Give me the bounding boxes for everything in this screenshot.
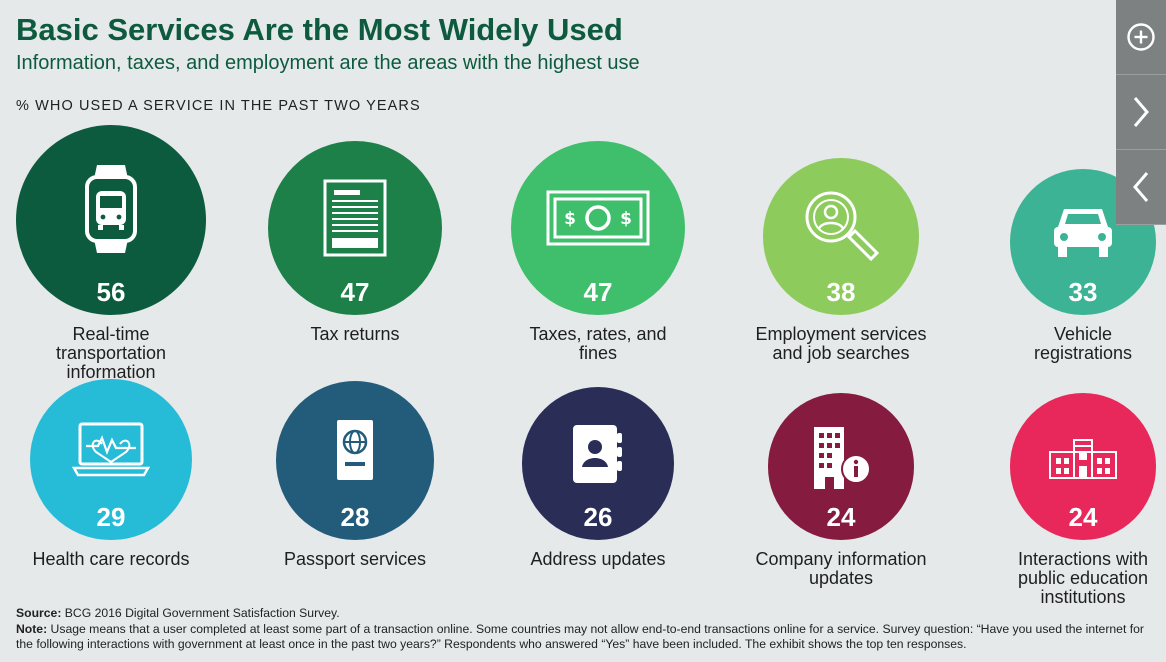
bubble <box>30 378 192 540</box>
source-label: Source: <box>16 606 62 620</box>
passport-icon <box>333 418 377 484</box>
category-label: Taxes, rates, and fines <box>529 324 667 363</box>
value-label: 33 <box>1068 277 1098 307</box>
category-label: Tax returns <box>310 324 400 344</box>
school-building-icon <box>1048 436 1118 480</box>
value-label: 29 <box>96 502 126 532</box>
document-form-icon <box>322 178 388 258</box>
value-label: 28 <box>340 502 370 532</box>
value-label: 26 <box>583 502 613 532</box>
category-label: Address updates <box>530 549 666 569</box>
note-line: Note: Usage means that a user completed … <box>16 622 1156 653</box>
chevron-left-icon <box>1133 172 1149 202</box>
value-label: 38 <box>826 277 856 307</box>
category-label: Interactions with public education insti… <box>1017 549 1149 607</box>
category-label: Passport services <box>283 549 427 569</box>
metric-label: % WHO USED A SERVICE IN THE PAST TWO YEA… <box>16 98 421 114</box>
smartwatch-bus-icon <box>81 161 141 257</box>
next-button[interactable] <box>1116 75 1166 150</box>
category-label: Health care records <box>32 549 190 569</box>
footer: Source: BCG 2016 Digital Government Sati… <box>16 606 1156 653</box>
category-label: Real-time transportation information <box>55 324 167 382</box>
value-label: 56 <box>96 277 126 307</box>
value-label: 24 <box>1068 502 1098 532</box>
plus-circle-icon <box>1127 23 1155 51</box>
prev-button[interactable] <box>1116 150 1166 225</box>
page-title: Basic Services Are the Most Widely Used <box>16 12 623 47</box>
magnifier-person-icon <box>801 187 881 267</box>
value-label: 47 <box>340 277 370 307</box>
laptop-heartbeat-icon <box>72 422 150 478</box>
value-label: 24 <box>826 502 856 532</box>
car-icon <box>1050 205 1116 261</box>
building-info-icon <box>810 425 872 491</box>
value-label: 47 <box>583 277 613 307</box>
note-text: Usage means that a user completed at lea… <box>16 621 1144 652</box>
chevron-right-icon <box>1133 97 1149 127</box>
page-subtitle: Information, taxes, and employment are t… <box>16 52 640 74</box>
category-label: Company information updates <box>755 549 927 588</box>
category-label: Employment services and job searches <box>755 324 927 363</box>
bubble <box>267 140 443 315</box>
svg-text:$: $ <box>620 209 632 229</box>
svg-text:$: $ <box>564 209 576 229</box>
category-label: Vehicle registrations <box>1033 324 1133 363</box>
source-line: Source: BCG 2016 Digital Government Sati… <box>16 606 1156 622</box>
dollar-bill-icon: $ $ <box>546 190 650 246</box>
zoom-button[interactable] <box>1116 0 1166 75</box>
address-book-icon <box>571 423 625 485</box>
source-text: BCG 2016 Digital Government Satisfaction… <box>64 606 340 620</box>
note-label: Note: <box>16 621 48 636</box>
bubble <box>762 158 920 315</box>
